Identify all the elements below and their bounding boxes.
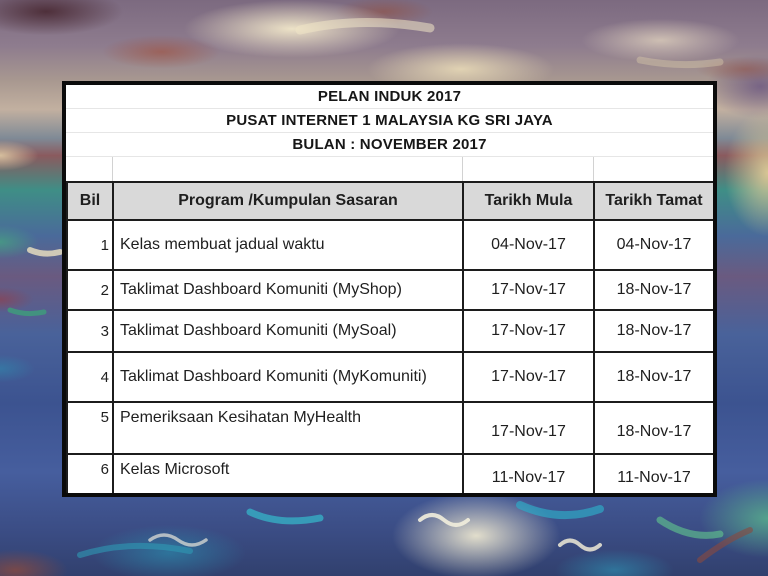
table-row: 5 Pemeriksaan Kesihatan MyHealth 17-Nov-… xyxy=(66,401,713,455)
column-header-program: Program /Kumpulan Sasaran xyxy=(112,181,464,221)
column-header-end: Tarikh Tamat xyxy=(593,181,713,221)
gridline xyxy=(462,157,463,181)
start-date-cell: 17-Nov-17 xyxy=(462,351,595,403)
schedule-sheet: PELAN INDUK 2017 PUSAT INTERNET 1 MALAYS… xyxy=(62,81,717,497)
bil-cell: 1 xyxy=(66,219,114,271)
program-cell: Taklimat Dashboard Komuniti (MyKomuniti) xyxy=(112,351,464,403)
spacer-row xyxy=(66,157,713,181)
end-date-cell: 18-Nov-17 xyxy=(593,401,713,455)
schedule-table: Bil Program /Kumpulan Sasaran Tarikh Mul… xyxy=(66,181,713,493)
start-date-cell: 04-Nov-17 xyxy=(462,219,595,271)
table-row: 4 Taklimat Dashboard Komuniti (MyKomunit… xyxy=(66,351,713,403)
program-cell: Kelas membuat jadual waktu xyxy=(112,219,464,271)
program-cell: Taklimat Dashboard Komuniti (MySoal) xyxy=(112,309,464,353)
end-date-cell: 18-Nov-17 xyxy=(593,309,713,353)
column-header-start: Tarikh Mula xyxy=(462,181,595,221)
gridline xyxy=(112,157,113,181)
program-cell: Taklimat Dashboard Komuniti (MyShop) xyxy=(112,269,464,311)
bil-cell: 4 xyxy=(66,351,114,403)
table-row: 6 Kelas Microsoft 11-Nov-17 11-Nov-17 xyxy=(66,453,713,493)
sheet-title-center: PUSAT INTERNET 1 MALAYSIA KG SRI JAYA xyxy=(66,109,713,133)
bil-cell: 3 xyxy=(66,309,114,353)
program-cell: Kelas Microsoft xyxy=(112,453,464,493)
table-row: 3 Taklimat Dashboard Komuniti (MySoal) 1… xyxy=(66,309,713,353)
header-row: Bil Program /Kumpulan Sasaran Tarikh Mul… xyxy=(66,181,713,221)
bil-cell: 5 xyxy=(66,401,114,455)
end-date-cell: 04-Nov-17 xyxy=(593,219,713,271)
end-date-cell: 18-Nov-17 xyxy=(593,269,713,311)
sheet-title-month: BULAN : NOVEMBER 2017 xyxy=(66,133,713,157)
program-cell: Pemeriksaan Kesihatan MyHealth xyxy=(112,401,464,455)
start-date-cell: 17-Nov-17 xyxy=(462,309,595,353)
start-date-cell: 17-Nov-17 xyxy=(462,269,595,311)
painting-texture xyxy=(7,18,753,563)
end-date-cell: 18-Nov-17 xyxy=(593,351,713,403)
bil-cell: 2 xyxy=(66,269,114,311)
table-row: 1 Kelas membuat jadual waktu 04-Nov-17 0… xyxy=(66,219,713,271)
gridline xyxy=(593,157,594,181)
sheet-title-plan: PELAN INDUK 2017 xyxy=(66,85,713,109)
start-date-cell: 17-Nov-17 xyxy=(462,401,595,455)
column-header-bil: Bil xyxy=(66,181,114,221)
start-date-cell: 11-Nov-17 xyxy=(462,453,595,493)
table-row: 2 Taklimat Dashboard Komuniti (MyShop) 1… xyxy=(66,269,713,311)
end-date-cell: 11-Nov-17 xyxy=(593,453,713,493)
bil-cell: 6 xyxy=(66,453,114,493)
